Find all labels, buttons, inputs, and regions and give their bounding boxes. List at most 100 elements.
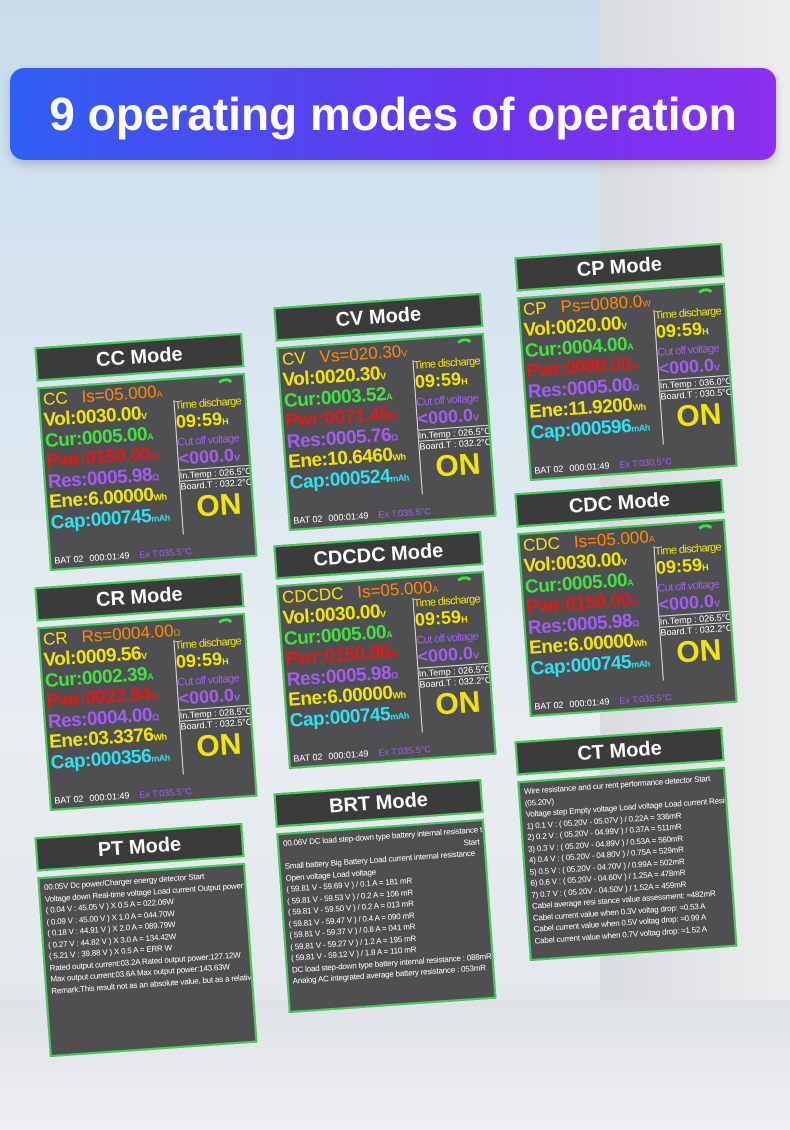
readings: Vol:0020.00V Cur:0004.00A Pwr:0080.00W Res:… (523, 312, 663, 444)
reading-unit: W (630, 361, 640, 372)
reading-label: Vol: (42, 407, 77, 432)
reading-unit: V (379, 370, 387, 382)
reading-unit: A (146, 430, 154, 442)
cutoff: <000.0 (177, 444, 235, 469)
state: ON (195, 487, 243, 524)
readings: Vol:0030.00V Cur:0005.00A Pwr:0150.00W Res:… (43, 402, 183, 534)
status-column: Time discharge 09:59H Cut off voltage <000.… (653, 540, 738, 681)
time: 09:59 (175, 408, 223, 432)
ext-temp: Ex T:030.5°C (619, 456, 673, 470)
wifi-icon (215, 617, 236, 632)
state: ON (675, 397, 723, 434)
time: 09:59 (655, 318, 703, 342)
status-column: Time discharge 09:59H Cut off voltage <000.… (173, 634, 258, 775)
status-column: Time discharge 09:59H Cut off voltage <000.… (412, 354, 497, 495)
clock: 000:01:49 (328, 748, 369, 762)
mode-panel: CV Mode CV Vs=020.30V Vol:0020.30V Cur:0003.… (273, 293, 497, 531)
wifi-icon (454, 575, 475, 590)
cutoff: <000.0 (416, 642, 474, 667)
ext-temp: Ex T:035.5°C (619, 692, 673, 706)
meter-screen: CDCDC Is=05.000A Vol:0030.00V Cur:0005.00A P… (276, 570, 497, 769)
title-banner: 9 operating modes of operation (10, 68, 776, 160)
time-unit: H (701, 326, 709, 337)
meter-screen: CR Rs=0004.00Ω Vol:0009.56V Cur:0002.39A Pwr… (37, 612, 258, 811)
reading-label: Cap: (288, 469, 331, 494)
set-value: Is=05.000 (80, 382, 158, 407)
reading-unit: W (630, 597, 640, 608)
reading-value: 000745 (329, 703, 391, 729)
mode-panel: CR Mode CR Rs=0004.00Ω Vol:0009.56V Cur:0002… (34, 573, 258, 811)
meter-screen: CC Is=05.000A Vol:0030.00V Cur:0005.00A Pwr:… (37, 372, 258, 571)
ext-temp: Ex T:035.5°C (378, 506, 432, 520)
battery: BAT 02 (54, 553, 84, 566)
state: ON (434, 685, 482, 722)
reading-unit: W (389, 649, 399, 660)
reading-label: Cap: (529, 419, 572, 444)
reading-value: 000356 (90, 745, 152, 771)
mode-code: CC (42, 388, 69, 410)
footer: BAT 02 000:01:49 Ex T:035.5°C (293, 506, 431, 526)
time-value: 09:59H (414, 605, 489, 631)
cutoff-unit: V (713, 598, 721, 609)
reading-unit: Wh (153, 731, 167, 743)
cutoff-unit: V (472, 412, 480, 423)
meter-screen: CV Vs=020.30V Vol:0020.30V Cur:0003.52A Pwr:… (276, 332, 497, 531)
time-unit: H (221, 656, 229, 667)
reading-unit: W (389, 411, 399, 422)
reading-label: Vol: (522, 553, 557, 578)
reading-unit: V (620, 556, 628, 568)
battery: BAT 02 (534, 699, 564, 712)
reading-unit: mAh (389, 472, 410, 484)
reading-unit: Wh (632, 401, 646, 413)
status-column: Time discharge 09:59H Cut off voltage <000.… (173, 394, 258, 535)
reading-unit: Ω (151, 471, 160, 483)
time-unit: H (460, 376, 468, 387)
clock: 000:01:49 (569, 460, 610, 474)
set-unit: V (401, 348, 408, 359)
time-value: 09:59H (655, 553, 730, 579)
clock: 000:01:49 (328, 510, 369, 524)
clock: 000:01:49 (569, 696, 610, 710)
ext-temp: Ex T:035.5°C (139, 786, 193, 800)
reading-value: 000745 (90, 505, 152, 531)
reading-unit: V (620, 320, 628, 332)
reading-label: Cap: (49, 749, 92, 774)
text-screen: 00.06V DC load step-down type battery in… (276, 818, 497, 1013)
reading-unit: A (146, 670, 154, 682)
reading-unit: A (385, 390, 393, 402)
cutoff: <000.0 (177, 684, 235, 709)
reading-unit: Wh (153, 491, 167, 503)
reading-unit: A (385, 628, 393, 640)
reading-value: 000745 (570, 651, 632, 677)
footer: BAT 02 000:01:49 Ex T:035.5°C (54, 546, 192, 566)
reading-unit: A (626, 576, 634, 588)
time-unit: H (701, 562, 709, 573)
wifi-icon (454, 337, 475, 352)
reading-unit: mAh (150, 752, 171, 764)
mode-code: CV (281, 348, 307, 370)
cutoff-unit: V (472, 650, 480, 661)
set-unit: A (156, 388, 164, 400)
status-column: Time discharge 09:59H Cut off voltage <000.… (653, 304, 738, 445)
reading-unit: mAh (150, 512, 171, 524)
cutoff: <000.0 (657, 354, 715, 379)
mode-code: CR (42, 628, 69, 650)
reading-label: Cap: (49, 509, 92, 534)
footer: BAT 02 000:01:49 Ex T:035.5°C (293, 744, 431, 764)
reading-unit: W (150, 691, 160, 702)
time-value: 09:59H (175, 407, 250, 433)
reading-unit: Wh (392, 689, 406, 701)
mode-panel: BRT Mode 00.06V DC load step-down type ba… (273, 779, 497, 1013)
time-value: 09:59H (414, 367, 489, 393)
reading-unit: Ω (151, 711, 160, 723)
mode-code: CP (522, 298, 548, 320)
cutoff: <000.0 (416, 404, 474, 429)
reading-unit: Ω (631, 617, 640, 629)
wifi-icon (695, 523, 716, 538)
time: 09:59 (414, 368, 462, 392)
battery: BAT 02 (293, 513, 323, 526)
text-screen: 00.05V Dc power/Charger energy detector … (37, 862, 258, 1057)
clock: 000:01:49 (89, 790, 130, 804)
status-column: Time discharge 09:59H Cut off voltage <000.… (412, 592, 497, 733)
